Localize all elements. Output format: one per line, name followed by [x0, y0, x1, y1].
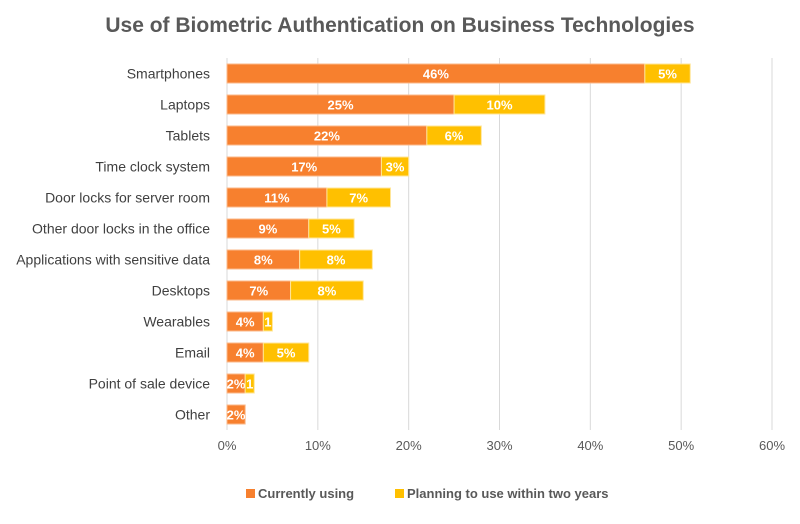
- data-label: 5%: [277, 346, 296, 361]
- x-tick-label: 0%: [218, 438, 237, 453]
- data-label: 7%: [249, 284, 268, 299]
- category-label: Door locks for server room: [45, 190, 210, 206]
- bar-planning: [644, 63, 691, 84]
- legend-swatch-planning: [395, 489, 404, 498]
- bar-current: [226, 404, 246, 425]
- data-label: 8%: [318, 284, 337, 299]
- bar-planning: [426, 125, 482, 146]
- bar-planning: [453, 94, 546, 115]
- data-label: 11%: [264, 191, 290, 206]
- data-label: 4%: [236, 346, 255, 361]
- bar-planning: [299, 249, 373, 270]
- category-label: Applications with sensitive data: [16, 252, 210, 268]
- data-label: 10%: [486, 98, 512, 113]
- category-label: Time clock system: [95, 159, 210, 175]
- bar-planning: [244, 373, 255, 394]
- x-tick-label: 50%: [668, 438, 694, 453]
- data-label: 8%: [327, 253, 346, 268]
- data-label: 8%: [254, 253, 273, 268]
- data-label: 1: [264, 315, 271, 330]
- category-label: Other: [175, 407, 210, 423]
- x-tick-label: 60%: [759, 438, 785, 453]
- data-label: 5%: [322, 222, 341, 237]
- x-tick-label: 10%: [305, 438, 331, 453]
- category-label: Smartphones: [127, 66, 210, 82]
- data-label: 25%: [328, 98, 354, 113]
- legend-swatch-current: [246, 489, 255, 498]
- category-label: Desktops: [152, 283, 210, 299]
- data-label: 46%: [423, 67, 449, 82]
- x-tick-label: 20%: [396, 438, 422, 453]
- data-label: 6%: [445, 129, 464, 144]
- data-label: 3%: [386, 160, 405, 175]
- x-tick-label: 30%: [486, 438, 512, 453]
- data-label: 22%: [314, 129, 340, 144]
- category-label: Point of sale device: [89, 376, 211, 392]
- bar-planning: [380, 156, 410, 177]
- bar-planning: [326, 187, 391, 208]
- data-label: 7%: [349, 191, 368, 206]
- x-tick-label: 40%: [577, 438, 603, 453]
- category-label: Email: [175, 345, 210, 361]
- data-label: 2%: [227, 377, 246, 392]
- data-label: 5%: [658, 67, 677, 82]
- data-label: 17%: [291, 160, 317, 175]
- data-label: 9%: [258, 222, 277, 237]
- legend: Currently using Planning to use within t…: [246, 486, 609, 501]
- bar-planning: [290, 280, 364, 301]
- category-label: Tablets: [166, 128, 210, 144]
- data-label: 4%: [236, 315, 255, 330]
- legend-label-planning: Planning to use within two years: [407, 486, 609, 501]
- bar-planning: [308, 218, 355, 239]
- bar-planning: [262, 342, 310, 363]
- data-label: 1: [246, 377, 253, 392]
- category-label: Laptops: [160, 97, 210, 113]
- chart-title: Use of Biometric Authentication on Busin…: [105, 14, 694, 37]
- category-label: Wearables: [143, 314, 210, 330]
- bar-planning: [262, 311, 273, 332]
- legend-label-current: Currently using: [258, 486, 354, 501]
- category-label: Other door locks in the office: [32, 221, 210, 237]
- data-label: 2%: [227, 408, 246, 423]
